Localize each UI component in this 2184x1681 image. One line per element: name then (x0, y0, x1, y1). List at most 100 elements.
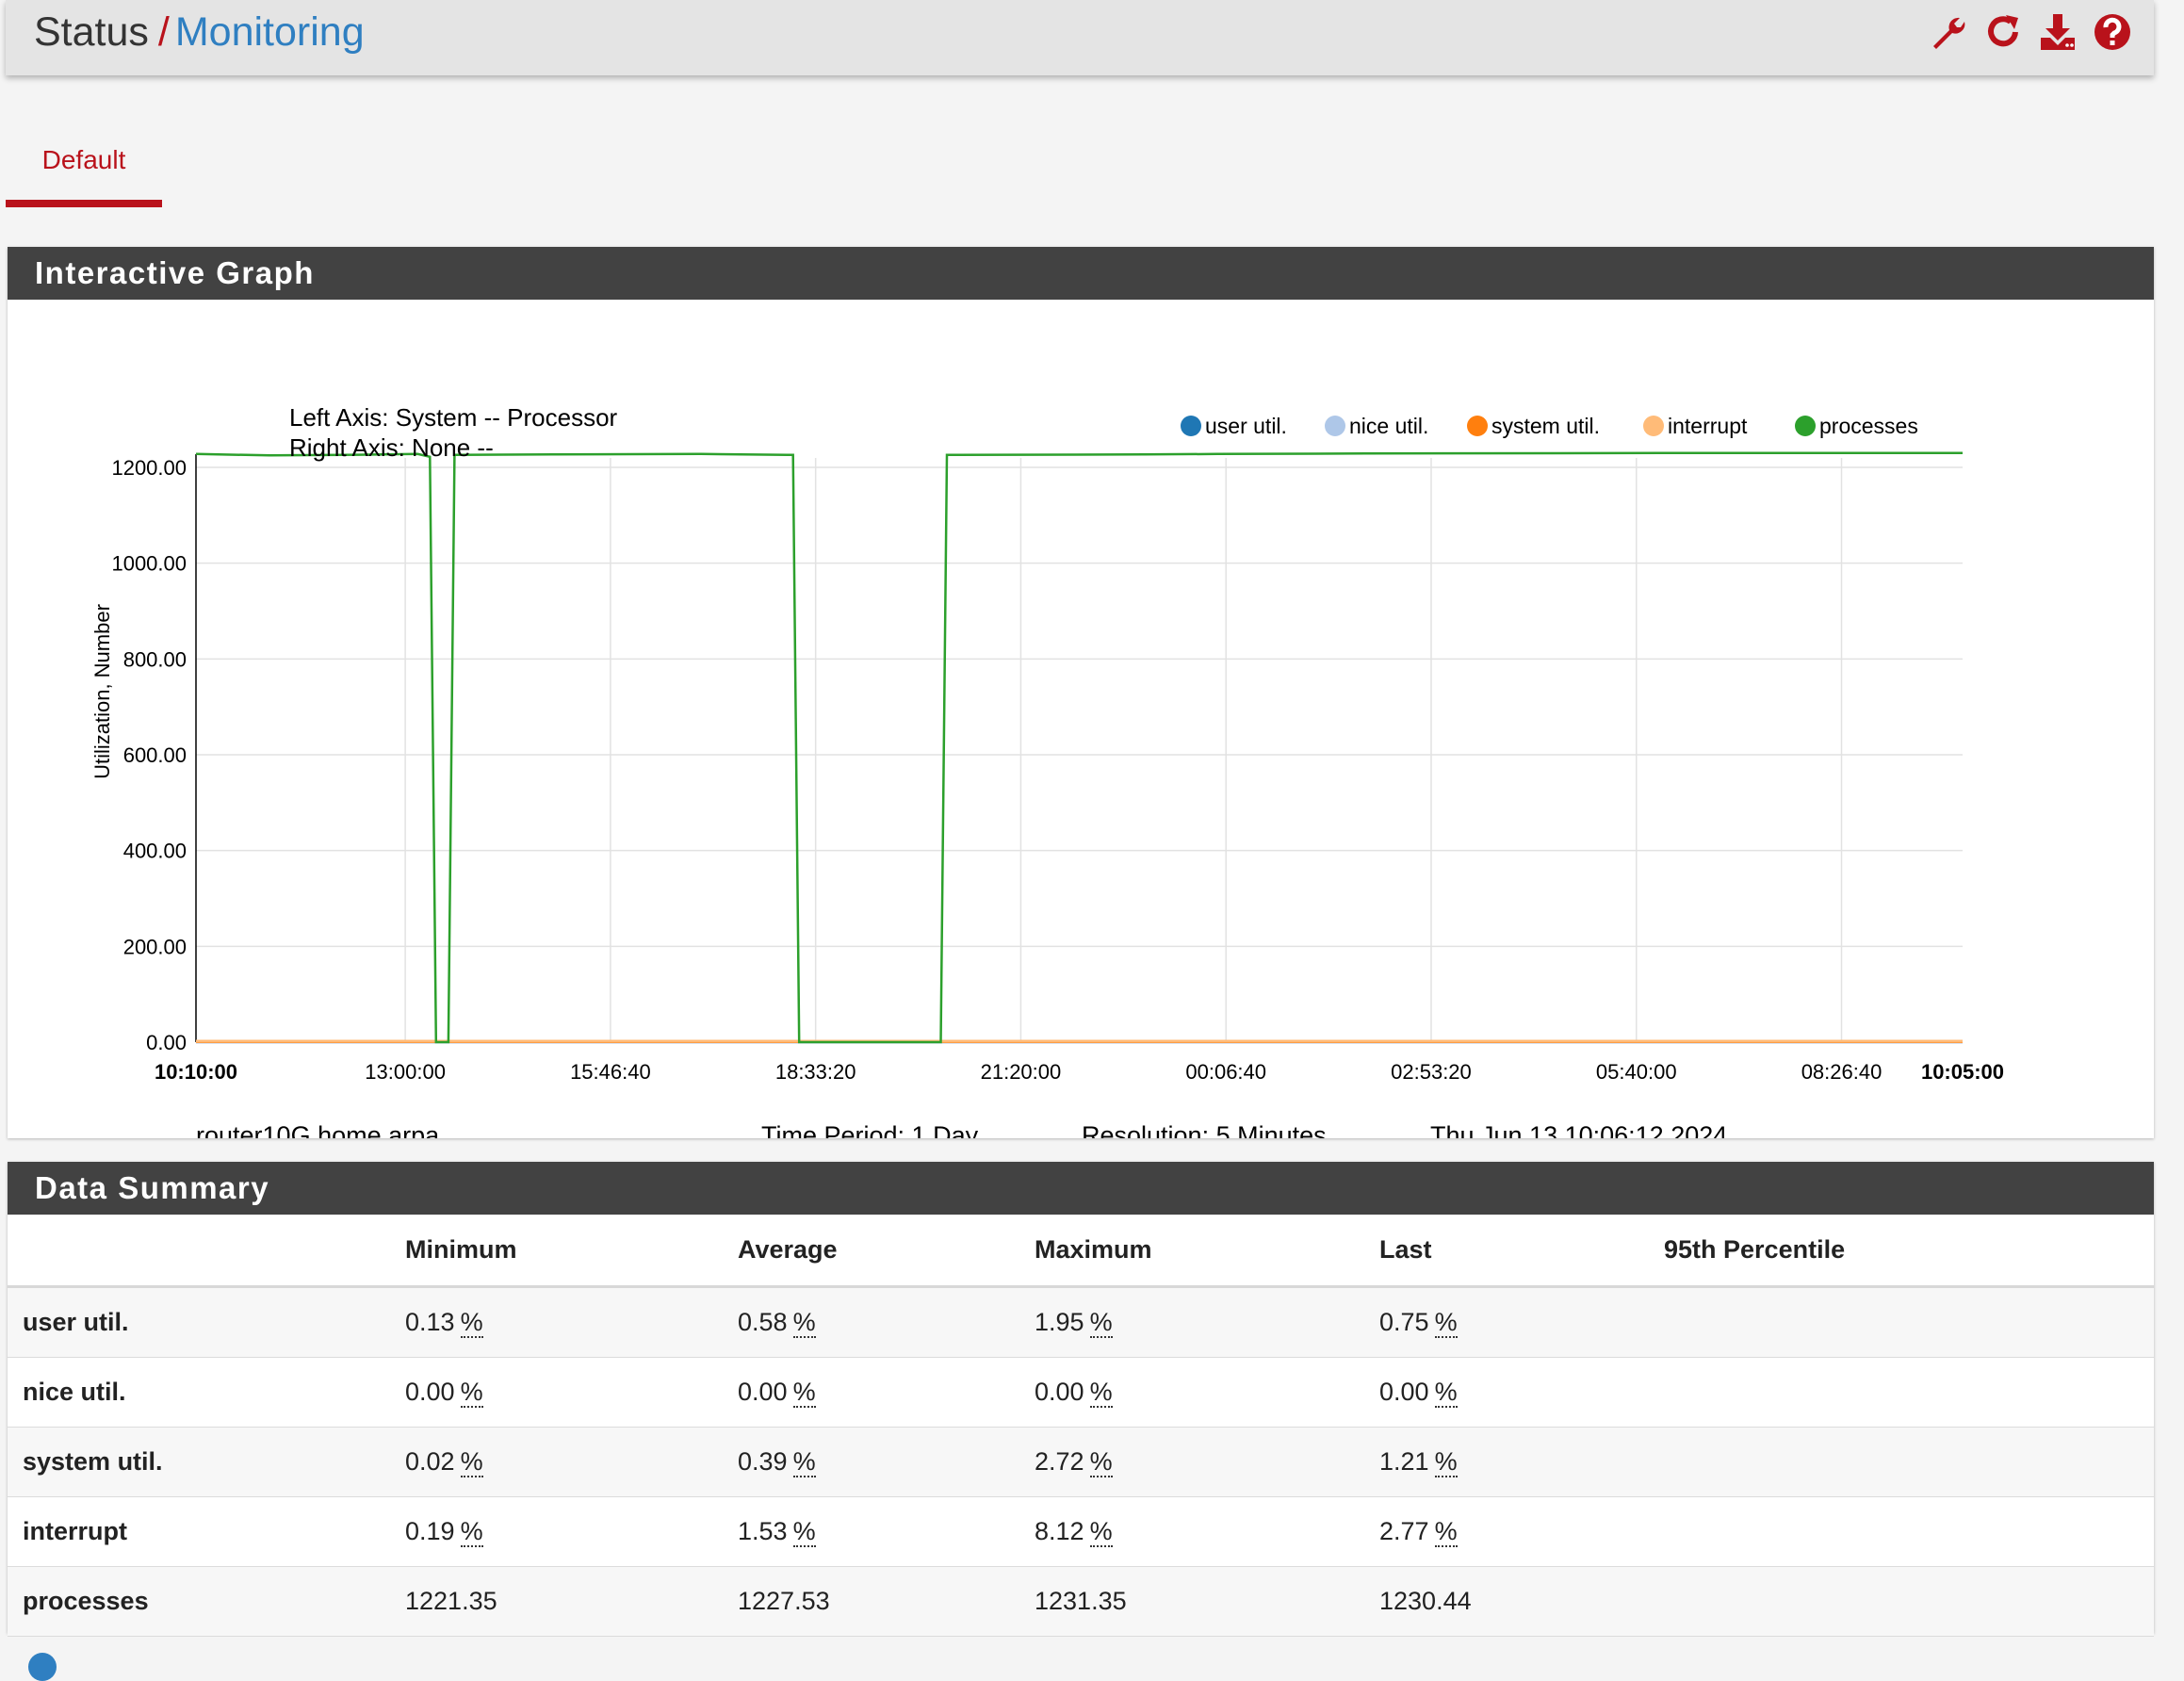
unit-abbr: % (460, 1378, 483, 1408)
tab-default[interactable]: Default (6, 132, 162, 207)
cell-max: 1231.35 (1035, 1566, 1379, 1637)
cell-value: 1231.35 (1035, 1587, 1127, 1615)
y-tick-label: 200.00 (123, 935, 187, 958)
summary-table: Minimum Average Maximum Last 95th Percen… (8, 1215, 2154, 1637)
legend-swatch[interactable] (1181, 416, 1201, 436)
header-maximum: Maximum (1035, 1215, 1379, 1288)
cell-value: 0.00 (738, 1378, 788, 1406)
x-tick-label: 10:05:00 (1921, 1060, 2004, 1084)
cell-value: 0.13 (405, 1308, 455, 1336)
cell-min: 0.19% (405, 1496, 738, 1567)
legend-swatch[interactable] (1467, 416, 1488, 436)
refresh-icon[interactable] (1982, 11, 2024, 53)
unit-abbr: % (460, 1308, 483, 1338)
cell-p95 (1664, 1427, 2154, 1497)
header-minimum: Minimum (405, 1215, 738, 1288)
cell-last: 0.00% (1379, 1357, 1664, 1428)
cell-max: 1.95% (1035, 1286, 1379, 1358)
breadcrumb-separator: / (157, 9, 170, 55)
breadcrumb-monitoring[interactable]: Monitoring (174, 9, 365, 55)
unit-abbr: % (792, 1308, 816, 1338)
cell-value: 2.72 (1035, 1447, 1084, 1476)
legend-item[interactable]: interrupt (1643, 414, 1748, 438)
cell-value: 8.12 (1035, 1517, 1084, 1545)
legend-swatch[interactable] (1325, 416, 1345, 436)
legend-item[interactable]: user util. (1181, 414, 1287, 438)
cell-avg: 0.58% (738, 1286, 1035, 1358)
row-label: nice util. (8, 1357, 405, 1428)
legend-item[interactable]: processes (1795, 414, 1918, 438)
unit-abbr: % (792, 1378, 816, 1408)
download-icon[interactable] (2037, 11, 2078, 53)
table-row: nice util. 0.00% 0.00% 0.00% 0.00% (8, 1357, 2154, 1428)
cell-value: 2.77 (1379, 1517, 1429, 1545)
unit-abbr: % (1089, 1308, 1113, 1338)
cell-min: 0.13% (405, 1286, 738, 1358)
unit-abbr: % (1089, 1378, 1113, 1408)
x-tick-label: 08:26:40 (1801, 1060, 1882, 1084)
cell-value: 0.75 (1379, 1308, 1429, 1336)
left-axis-text: Left Axis: System -- Processor (289, 403, 618, 432)
cell-max: 2.72% (1035, 1427, 1379, 1497)
cell-value: 1221.35 (405, 1587, 497, 1615)
cell-last: 0.75% (1379, 1286, 1664, 1358)
cell-p95 (1664, 1496, 2154, 1567)
legend-swatch[interactable] (1795, 416, 1816, 436)
legend-label[interactable]: nice util. (1349, 414, 1428, 438)
legend-label[interactable]: interrupt (1668, 414, 1748, 438)
monitoring-chart[interactable]: 0.00 200.00 400.00 600.00 800.00 1000.00 1200.… (8, 300, 2154, 1138)
cell-last: 1230.44 (1379, 1566, 1664, 1637)
unit-abbr: % (460, 1447, 483, 1477)
cell-value: 0.00 (405, 1378, 455, 1406)
cell-last: 2.77% (1379, 1496, 1664, 1567)
summary-header-row: Minimum Average Maximum Last 95th Percen… (8, 1215, 2154, 1288)
row-label: system util. (8, 1427, 405, 1497)
x-tick-label: 21:20:00 (981, 1060, 1062, 1084)
unit-abbr: % (1089, 1517, 1113, 1547)
help-icon[interactable] (2092, 11, 2133, 53)
unit-abbr: % (1434, 1517, 1458, 1547)
unit-abbr: % (1434, 1378, 1458, 1408)
table-row: user util. 0.13% 0.58% 1.95% 0.75% (8, 1286, 2154, 1358)
x-tick-label: 13:00:00 (365, 1060, 446, 1084)
footer-resolution: Resolution: 5 Minutes (1082, 1121, 1327, 1138)
legend-label[interactable]: user util. (1205, 414, 1287, 438)
header-average: Average (738, 1215, 1035, 1288)
footer-period: Time Period: 1 Day (761, 1121, 979, 1138)
interactive-graph-panel: Interactive Graph 0.00 200.00 400.00 600.00… (8, 247, 2154, 1138)
cell-value: 0.00 (1379, 1378, 1429, 1406)
header-label (8, 1215, 405, 1288)
legend-item[interactable]: system util. (1467, 414, 1600, 438)
legend-swatch[interactable] (1643, 416, 1664, 436)
unit-abbr: % (1434, 1447, 1458, 1477)
legend-item[interactable]: nice util. (1325, 414, 1428, 438)
cell-value: 1.95 (1035, 1308, 1084, 1336)
wrench-icon[interactable] (1928, 11, 1969, 53)
legend-label[interactable]: processes (1819, 414, 1918, 438)
cell-value: 1.21 (1379, 1447, 1429, 1476)
cell-p95 (1664, 1357, 2154, 1428)
cell-value: 0.39 (738, 1447, 788, 1476)
cell-value: 0.00 (1035, 1378, 1084, 1406)
legend-label[interactable]: system util. (1491, 414, 1600, 438)
cell-value: 1.53 (738, 1517, 788, 1545)
x-tick-label: 02:53:20 (1391, 1060, 1472, 1084)
x-tick-label: 15:46:40 (570, 1060, 651, 1084)
unit-abbr: % (1089, 1447, 1113, 1477)
info-icon[interactable] (28, 1653, 57, 1681)
row-label: interrupt (8, 1496, 405, 1567)
row-label: processes (8, 1566, 405, 1637)
x-tick-label: 00:06:40 (1185, 1060, 1266, 1084)
cell-min: 1221.35 (405, 1566, 738, 1637)
y-tick-label: 1200.00 (111, 456, 187, 480)
breadcrumb-status[interactable]: Status (34, 9, 149, 55)
x-tick-label: 05:40:00 (1596, 1060, 1677, 1084)
y-axis-label: Utilization, Number (90, 604, 114, 779)
series-line-processes[interactable] (195, 451, 1963, 1044)
page-header: Status / Monitoring (6, 0, 2154, 75)
data-summary-panel: Data Summary Minimum Average Maximum Las… (8, 1162, 2154, 1637)
header-last: Last (1379, 1215, 1664, 1288)
cell-avg: 0.00% (738, 1357, 1035, 1428)
cell-min: 0.02% (405, 1427, 738, 1497)
cell-avg: 0.39% (738, 1427, 1035, 1497)
